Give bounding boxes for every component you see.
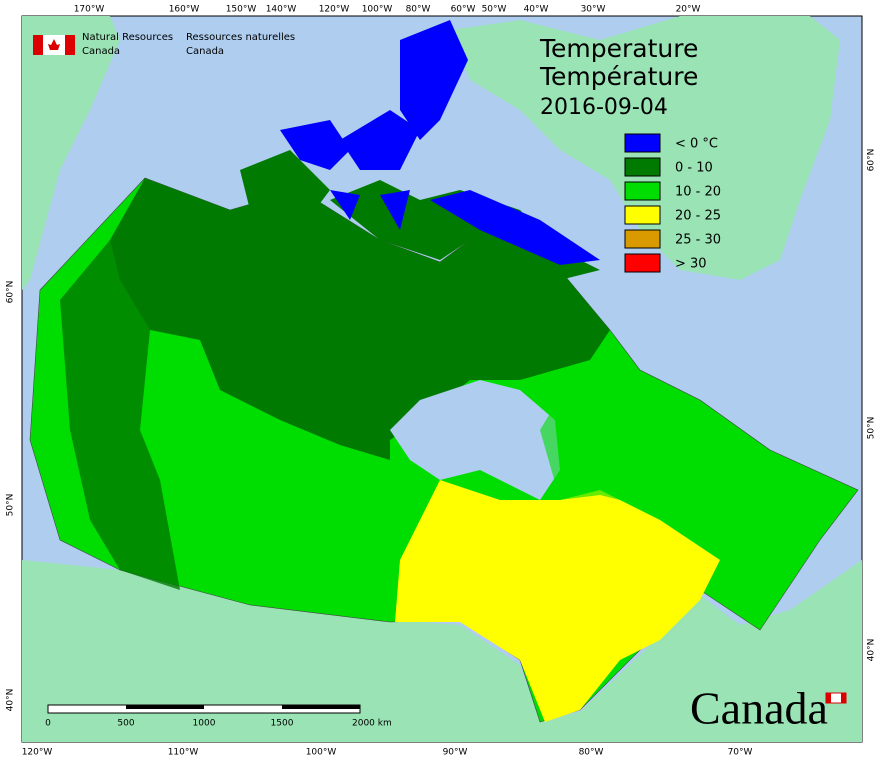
top-label: 20°W: [676, 5, 701, 15]
org-fr: Canada: [186, 46, 224, 57]
wordmark: Canada: [690, 683, 828, 734]
bottom-label: 120°W: [22, 748, 53, 758]
left-label: 40°N: [6, 689, 16, 712]
top-label: 50°W: [482, 5, 507, 15]
logo-flag: [33, 35, 847, 704]
legend-swatch: [624, 229, 661, 249]
top-label: 100°W: [362, 5, 393, 15]
title: Temperature: [539, 34, 698, 63]
scale-label: 0: [45, 719, 51, 729]
top-label: 120°W: [319, 5, 350, 15]
bottom-label: 80°W: [579, 748, 604, 758]
right-label: 60°N: [867, 149, 877, 172]
bottom-label: 70°W: [728, 748, 753, 758]
top-label: 40°W: [524, 5, 549, 15]
left-label: 60°N: [6, 281, 16, 304]
legend-swatch: [624, 253, 661, 273]
scale-label: 1500: [271, 719, 294, 729]
org-en: Natural Resources: [82, 32, 173, 43]
org-fr: Ressources naturelles: [186, 32, 295, 43]
scale-label: 1000: [193, 719, 216, 729]
bottom-label: 100°W: [306, 748, 337, 758]
bottom-label: 110°W: [168, 748, 199, 758]
org-en: Canada: [82, 46, 120, 57]
legend-label: 20 - 25: [675, 209, 721, 224]
right-label: 50°N: [867, 417, 877, 440]
top-label: 160°W: [169, 5, 200, 15]
scale-bar: [47, 704, 361, 714]
legend-swatch: [624, 181, 661, 201]
left-label: 50°N: [6, 494, 16, 517]
canada-regions: [29, 20, 859, 723]
right-label: 40°N: [867, 639, 877, 662]
top-label: 60°W: [451, 5, 476, 15]
legend-swatch: [624, 205, 661, 225]
legend-label: > 30: [675, 257, 707, 272]
date: 2016-09-04: [540, 95, 668, 120]
bottom-label: 90°W: [443, 748, 468, 758]
scale-label: 2000 km: [352, 719, 392, 729]
top-label: 80°W: [406, 5, 431, 15]
top-label: 140°W: [266, 5, 297, 15]
legend-label: 10 - 20: [675, 185, 721, 200]
legend-swatch: [624, 157, 661, 177]
legend-label: < 0 °C: [675, 137, 718, 152]
top-label: 30°W: [581, 5, 606, 15]
legend-swatch: [624, 133, 661, 153]
title: Température: [539, 62, 698, 91]
legend-label: 25 - 30: [675, 233, 721, 248]
legend-label: 0 - 10: [675, 161, 713, 176]
top-label: 150°W: [226, 5, 257, 15]
top-label: 170°W: [74, 5, 105, 15]
scale-label: 500: [117, 719, 134, 729]
